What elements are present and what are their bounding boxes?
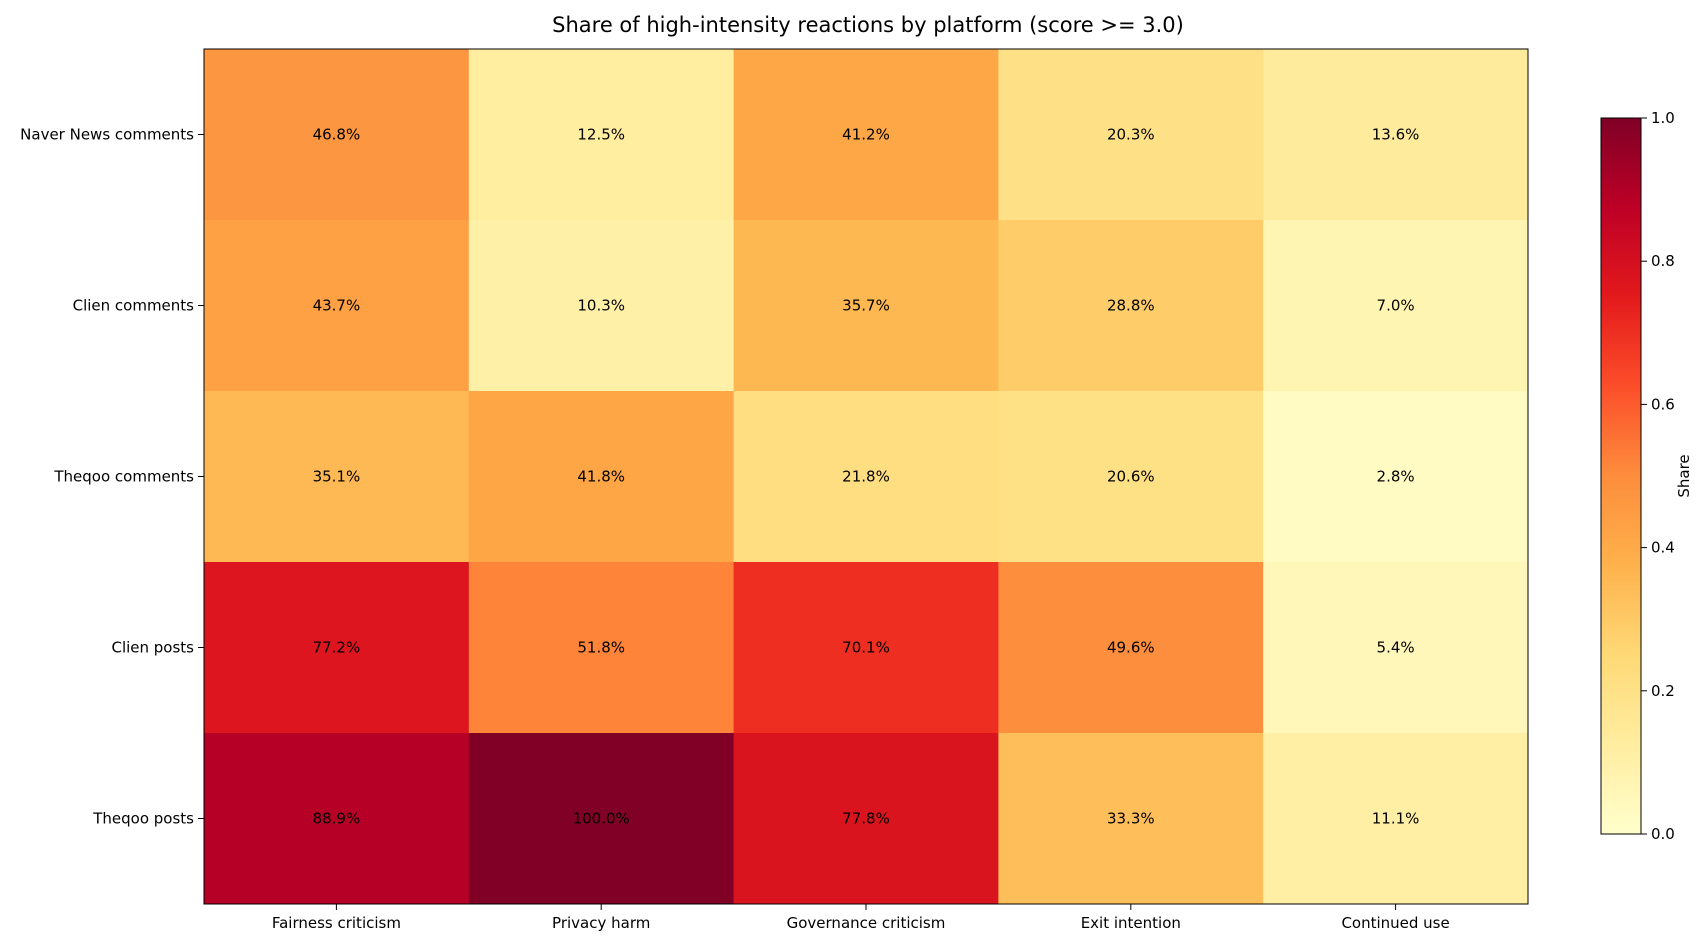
cell-value-label: 13.6% (1372, 126, 1420, 144)
heatmap-cell (204, 49, 470, 221)
heatmap-cell (998, 220, 1264, 392)
y-tick-label: Theqoo comments (53, 468, 194, 486)
heatmap-cell (468, 220, 735, 392)
heatmap-cell (998, 391, 1264, 563)
colorbar-tick-label: 1.0 (1651, 109, 1675, 127)
cell-value-label: 43.7% (313, 297, 361, 315)
cell-value-label: 41.2% (842, 126, 890, 144)
y-axis: Naver News comments Clien comments Theqoo … (20, 126, 204, 828)
heatmap-cell (733, 733, 999, 905)
cell-value-label: 20.6% (1107, 468, 1155, 486)
heatmap-cell (733, 391, 999, 563)
cell-value-label: 21.8% (842, 468, 890, 486)
heatmap-cell (733, 49, 999, 221)
cell-value-label: 49.6% (1107, 639, 1155, 657)
cell-value-label: 51.8% (577, 639, 625, 657)
colorbar-gradient (1600, 117, 1642, 835)
cell-value-label: 2.8% (1377, 468, 1415, 486)
heatmap-cell (733, 562, 999, 734)
x-tick-label: Governance criticism (787, 914, 946, 932)
colorbar-ticks: 0.0 0.2 0.4 0.6 0.8 1.0 (1641, 109, 1675, 843)
colorbar-tick-label: 0.4 (1651, 539, 1675, 557)
heatmap-cell (998, 49, 1264, 221)
heatmap-cell (1263, 562, 1529, 734)
cell-value-label: 88.9% (313, 810, 361, 828)
cell-value-label: 35.1% (313, 468, 361, 486)
cell-value-labels: 46.8% 12.5% 41.2% 20.3% 13.6% 43.7% 10.3% 35.7%… (313, 126, 1420, 828)
cell-value-label: 41.8% (577, 468, 625, 486)
heatmap-cell (1263, 49, 1529, 221)
heatmap-cell (468, 49, 735, 221)
cell-value-label: 35.7% (842, 297, 890, 315)
heatmap-cell (1263, 391, 1529, 563)
cell-value-label: 77.8% (842, 810, 890, 828)
cell-value-label: 5.4% (1377, 639, 1415, 657)
cell-value-label: 11.1% (1372, 810, 1420, 828)
colorbar-tick-label: 0.0 (1651, 825, 1675, 843)
heatmap-cell (998, 562, 1264, 734)
cell-value-label: 46.8% (313, 126, 361, 144)
heatmap-cell (1263, 220, 1529, 392)
heatmap-cell (1263, 733, 1529, 905)
y-tick-label: Theqoo posts (92, 810, 194, 828)
y-tick-label: Naver News comments (20, 126, 194, 144)
cell-value-label: 70.1% (842, 639, 890, 657)
cell-value-label: 77.2% (313, 639, 361, 657)
x-tick-label: Exit intention (1081, 914, 1181, 932)
x-tick-label: Fairness criticism (272, 914, 401, 932)
heatmap-cells (204, 49, 1529, 905)
heatmap-cell (468, 391, 735, 563)
heatmap-cell (204, 733, 470, 905)
colorbar-tick-label: 0.2 (1651, 682, 1675, 700)
heatmap-cell (204, 220, 470, 392)
heatmap-cell (204, 562, 470, 734)
cell-value-label: 12.5% (577, 126, 625, 144)
y-tick-label: Clien comments (73, 297, 195, 315)
heatmap-cell (998, 733, 1264, 905)
x-axis: Fairness criticism Privacy harm Governance… (272, 904, 1450, 932)
cell-value-label: 10.3% (577, 297, 625, 315)
cell-value-label: 7.0% (1377, 297, 1415, 315)
heatmap-cell (468, 562, 735, 734)
cell-value-label: 20.3% (1107, 126, 1155, 144)
y-tick-label: Clien posts (111, 639, 194, 657)
cell-value-label: 100.0% (573, 810, 630, 828)
x-tick-label: Privacy harm (552, 914, 650, 932)
colorbar: 0.0 0.2 0.4 0.6 0.8 1.0 Share (1600, 109, 1693, 843)
colorbar-label: Share (1675, 454, 1693, 497)
heatmap-cell (468, 733, 735, 905)
x-tick-label: Continued use (1341, 914, 1449, 932)
chart-title: Share of high-intensity reactions by pla… (552, 13, 1184, 37)
cell-value-label: 33.3% (1107, 810, 1155, 828)
heatmap-cell (733, 220, 999, 392)
cell-value-label: 28.8% (1107, 297, 1155, 315)
heatmap-cell (204, 391, 470, 563)
colorbar-tick-label: 0.8 (1651, 252, 1675, 270)
colorbar-tick-label: 0.6 (1651, 395, 1675, 413)
